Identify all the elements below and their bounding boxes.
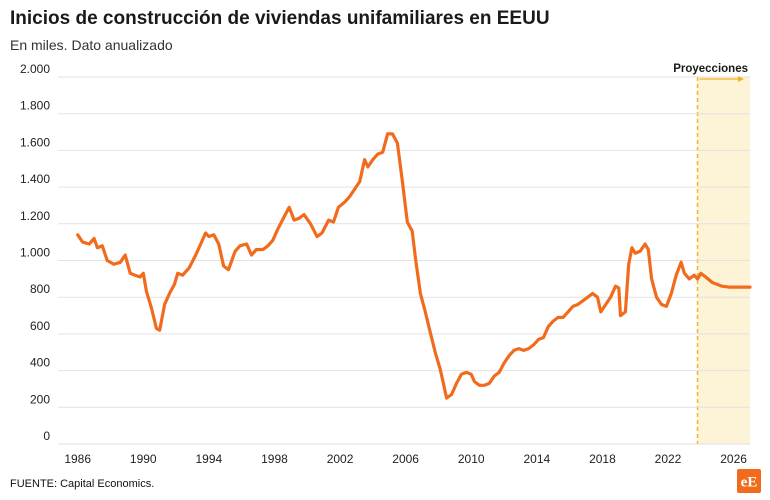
x-axis-ticks: 1986 1990 1994 1998 2002 2006 2010 2014 2018 2022… (64, 452, 747, 466)
y-tick-label: 200 (30, 392, 50, 406)
y-tick-label: 1.200 (20, 209, 50, 223)
chart-subtitle: En miles. Dato anualizado (10, 37, 173, 53)
x-tick-label: 2002 (327, 452, 354, 466)
x-tick-label: 2006 (392, 452, 419, 466)
y-tick-label: 600 (30, 319, 50, 333)
x-tick-label: 2022 (655, 452, 682, 466)
projection-label-text: Proyecciones (673, 63, 748, 75)
y-tick-label: 1.400 (20, 172, 50, 186)
chart-title: Inicios de construcción de viviendas uni… (10, 8, 550, 29)
y-tick-label: 800 (30, 282, 50, 296)
eleconomista-logo: eE (737, 469, 761, 493)
y-tick-label: 1.000 (20, 246, 50, 260)
x-tick-label: 2026 (720, 452, 747, 466)
y-tick-label: 1.600 (20, 135, 50, 149)
x-tick-label: 1990 (130, 452, 157, 466)
projection-arrow-head (738, 76, 744, 82)
x-tick-label: 2010 (458, 452, 485, 466)
grid-lines (58, 76, 750, 445)
series-line (76, 132, 752, 400)
x-tick-label: 1994 (196, 452, 223, 466)
x-tick-label: 1986 (64, 452, 91, 466)
y-tick-label: 2.000 (20, 62, 50, 76)
projection-label: Proyecciones (673, 63, 748, 82)
y-tick-label: 400 (30, 356, 50, 370)
y-tick-label: 1.800 (20, 99, 50, 113)
x-tick-label: 1998 (261, 452, 288, 466)
x-tick-label: 2014 (523, 452, 550, 466)
x-tick-label: 2018 (589, 452, 616, 466)
source-note: FUENTE: Capital Economics. (10, 478, 155, 490)
y-axis-ticks: 0 200 400 600 800 1.000 1.200 1.400 1.600 1.800 2.… (20, 62, 50, 443)
line-chart: 0 200 400 600 800 1.000 1.200 1.400 1.600 1.800 2.… (20, 62, 752, 466)
svg-text:eE: eE (741, 475, 758, 491)
y-tick-label: 0 (43, 429, 50, 443)
